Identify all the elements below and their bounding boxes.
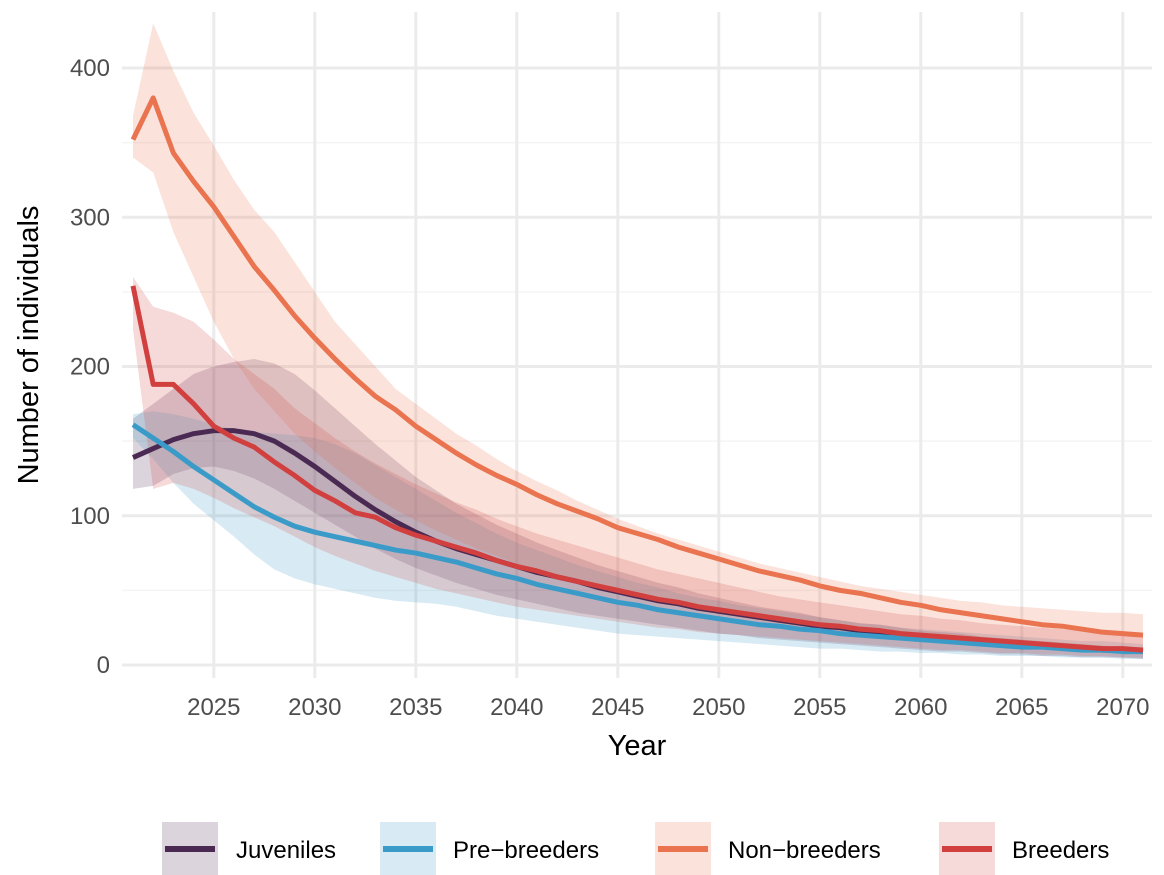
x-tick-label-2045: 2045 xyxy=(591,694,644,721)
ribbon-non-breeders xyxy=(133,23,1143,654)
legend: Juveniles Pre−breeders Non−breeders Breeder… xyxy=(162,822,1109,875)
x-tick-label-2040: 2040 xyxy=(490,694,543,721)
y-tick-label-100: 100 xyxy=(70,503,110,530)
ribbon-juveniles xyxy=(133,359,1143,660)
x-tick-label-2035: 2035 xyxy=(389,694,442,721)
line-non-breeders xyxy=(130,95,1144,638)
x-axis-title: Year xyxy=(608,730,667,762)
x-tick-label-2055: 2055 xyxy=(793,694,846,721)
legend-label-pre-breeders: Pre−breeders xyxy=(453,837,599,864)
line-pre-breeders xyxy=(131,422,1143,655)
y-tick-label-0: 0 xyxy=(97,652,110,679)
legend-label-non-breeders: Non−breeders xyxy=(728,837,881,864)
legend-label-juveniles: Juveniles xyxy=(236,837,336,864)
x-tick-label-2050: 2050 xyxy=(692,694,745,721)
y-tick-label-300: 300 xyxy=(70,204,110,231)
legend-label-breeders: Breeders xyxy=(1012,837,1109,864)
y-tick-label-200: 200 xyxy=(70,354,110,381)
x-tick-label-2025: 2025 xyxy=(187,694,240,721)
x-tick-label-2065: 2065 xyxy=(995,694,1048,721)
x-tick-label-2070: 2070 xyxy=(1096,694,1149,721)
series-lines xyxy=(130,95,1144,655)
ribbon-breeders xyxy=(133,276,1143,658)
confidence-ribbons xyxy=(133,23,1143,660)
ribbon-pre-breeders xyxy=(133,411,1143,660)
x-axis-tick-labels: 2025 2030 2035 2040 2045 2050 2055 2060 2065 2070 xyxy=(187,694,1149,721)
line-breeders xyxy=(130,285,1144,653)
y-tick-label-400: 400 xyxy=(70,55,110,82)
x-tick-label-2060: 2060 xyxy=(894,694,947,721)
y-axis-title: Number of individuals xyxy=(13,206,45,485)
y-axis-tick-labels: 0 100 200 300 400 xyxy=(70,55,110,679)
x-tick-label-2030: 2030 xyxy=(288,694,341,721)
